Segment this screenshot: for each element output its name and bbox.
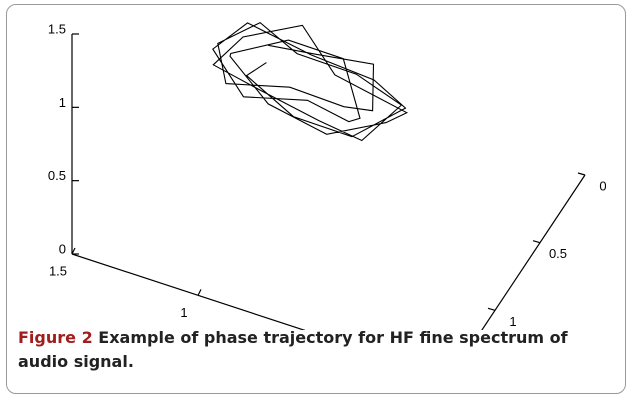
caption-text: Example of phase trajectory for HF fine …	[18, 328, 568, 371]
figure-caption: Figure 2 Example of phase trajectory for…	[18, 326, 608, 374]
z-tick-label: 1.5	[48, 21, 66, 36]
y-tick-label: 1	[509, 314, 516, 329]
chart: 00.511.51.510.501.510.50	[48, 21, 607, 330]
x-tick-label: 1	[180, 305, 187, 320]
x-tick	[197, 289, 202, 296]
y-tick	[577, 172, 586, 176]
figure-frame	[6, 4, 626, 394]
y-axis	[481, 174, 586, 330]
trajectory	[212, 21, 409, 142]
z-tick-label: 0	[59, 241, 66, 256]
z-tick-label: 1	[59, 95, 66, 110]
x-axis	[71, 253, 306, 330]
y-tick-label: 0.5	[549, 246, 567, 261]
x-tick-label: 1.5	[49, 263, 67, 278]
y-tick	[532, 240, 541, 244]
caption-label: Figure 2	[18, 328, 93, 347]
z-tick-label: 0.5	[48, 168, 66, 183]
y-tick	[487, 307, 496, 311]
x-tick	[71, 247, 76, 255]
y-tick-label: 0	[599, 178, 606, 193]
